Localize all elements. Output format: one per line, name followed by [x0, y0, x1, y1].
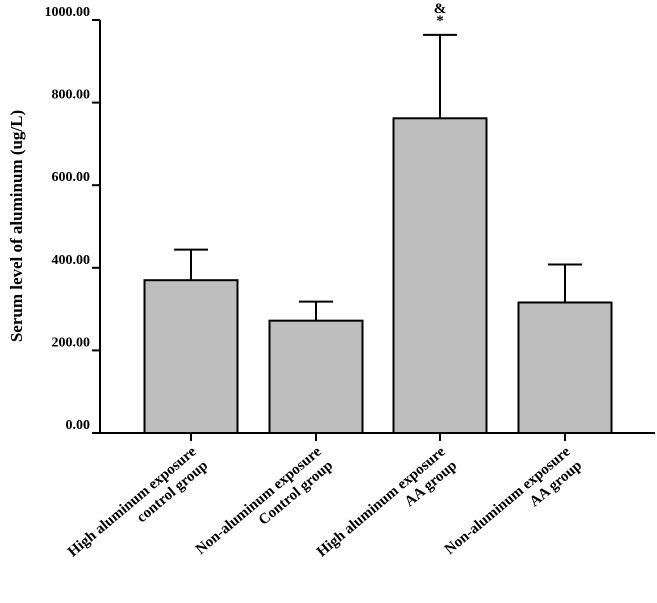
x-tick-label-line: High aluminum exposure	[314, 444, 449, 561]
y-tick-label: 1000.00	[45, 5, 91, 20]
y-axis-label: Serum level of aluminum (ug/L)	[7, 110, 26, 342]
bar	[392, 117, 488, 434]
x-tick-label: Non-aluminum exposureControl group	[193, 444, 337, 572]
y-tick-label: 200.00	[52, 335, 91, 350]
bar	[143, 279, 239, 434]
y-tick-label: 400.00	[52, 253, 91, 268]
annotation: *	[436, 13, 444, 29]
y-tick-label: 600.00	[52, 170, 91, 185]
y-tick-label: 800.00	[52, 88, 91, 103]
x-tick-label-line: High aluminum exposure	[65, 444, 200, 561]
annotation: &	[434, 1, 447, 17]
x-tick-label-line: Non-aluminum exposure	[442, 444, 574, 558]
x-tick-label: Non-aluminum exposureAA group	[442, 444, 586, 572]
bar	[517, 301, 613, 434]
x-tick-label: High aluminum exposureAA group	[314, 444, 460, 575]
y-tick-label: 0.00	[66, 418, 91, 433]
bar	[268, 319, 364, 434]
x-tick-label: High aluminum exposurecontrol group	[65, 444, 211, 575]
x-tick-label-line: Non-aluminum exposure	[193, 444, 325, 558]
